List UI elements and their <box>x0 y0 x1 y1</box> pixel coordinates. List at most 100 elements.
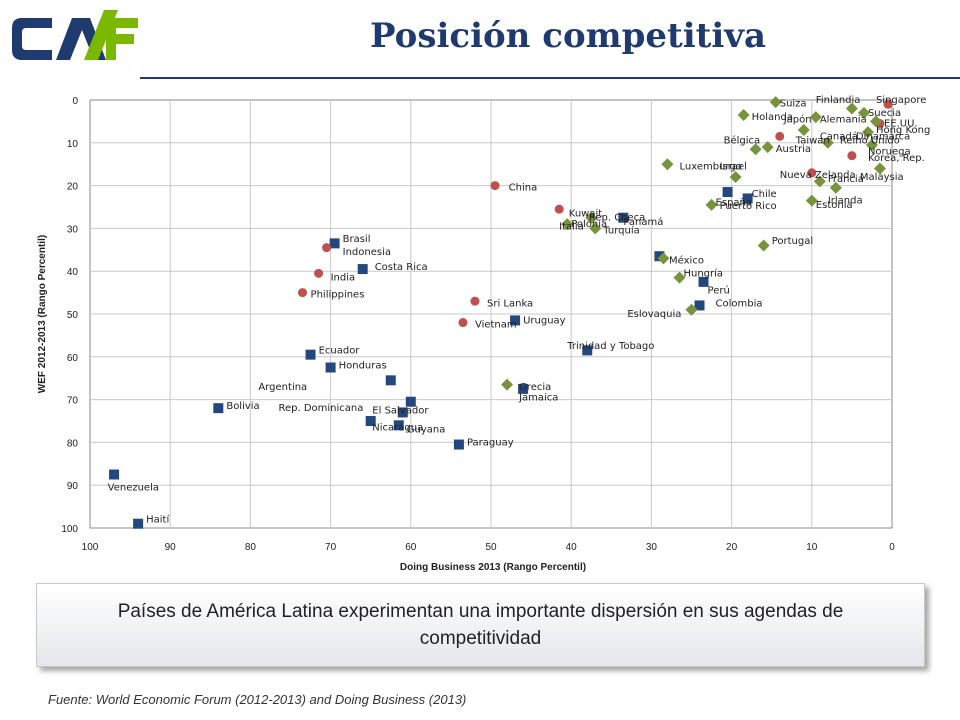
square-marker <box>405 396 416 407</box>
circle-marker <box>490 181 500 191</box>
point-label: Haití <box>146 513 170 525</box>
y-axis-title: WEF 2012-2013 (Rango Percentil) <box>37 235 48 393</box>
y-tick-label: 0 <box>72 96 78 107</box>
x-tick-label: 60 <box>405 542 417 553</box>
point-label: Hungría <box>683 267 723 279</box>
diamond-marker <box>869 115 882 128</box>
point-label: Paraguay <box>467 437 514 448</box>
circle-marker <box>554 204 564 214</box>
square-marker <box>397 407 408 418</box>
point-label: Alemania <box>820 114 867 125</box>
y-tick-label: 30 <box>67 224 79 235</box>
point-label: Colombia <box>716 298 763 309</box>
point-label: Rep. Dominicana <box>278 403 363 414</box>
square-marker <box>510 315 521 326</box>
diamond-marker <box>873 162 886 175</box>
grid-lines <box>90 100 892 528</box>
diamond-marker <box>805 194 818 207</box>
y-tick-label: 90 <box>67 481 79 492</box>
square-marker <box>694 300 705 311</box>
circle-marker <box>314 268 324 278</box>
x-tick-label: 100 <box>82 542 99 553</box>
diamond-marker <box>761 141 774 154</box>
point-label: Uruguay <box>523 315 566 326</box>
point-label: Grecia <box>519 382 551 393</box>
point-label: Guyana <box>407 425 446 436</box>
diamond-marker <box>705 198 718 211</box>
square-marker <box>133 518 144 529</box>
point-label: Estonia <box>816 200 853 211</box>
diamond-marker <box>673 271 686 284</box>
point-label: Suiza <box>780 98 807 109</box>
square-marker <box>582 345 593 356</box>
diamond-marker <box>561 218 574 231</box>
square-marker <box>365 416 376 426</box>
circle-marker <box>775 131 785 141</box>
point-label: Venezuela <box>108 482 159 493</box>
point-labels: Brasil Indonesia Costa Rica India Philippine… <box>108 95 931 525</box>
y-tick-label: 100 <box>61 524 78 535</box>
point-label: Costa Rica <box>375 262 428 273</box>
point-label: Reino Unido <box>840 136 900 147</box>
point-label: México <box>669 255 704 267</box>
point-label: Kuwait <box>569 208 602 219</box>
square-marker <box>618 212 629 223</box>
page-title: Posición competitiva <box>370 16 767 56</box>
square-marker <box>325 362 336 373</box>
point-label: Panamá <box>623 216 663 228</box>
y-tick-label: 70 <box>67 396 79 407</box>
point-label: Indonesia <box>343 247 391 258</box>
square-marker <box>393 420 404 431</box>
circle-marker <box>322 243 332 253</box>
point-label: India <box>331 273 356 284</box>
source-note: Fuente: World Economic Forum (2012-2013)… <box>48 692 467 707</box>
point-label: Perú <box>708 284 730 296</box>
x-tick-label: 40 <box>566 542 578 553</box>
point-label: Vietnam <box>475 320 517 331</box>
square-marker <box>742 193 753 204</box>
logo-f-shape <box>106 18 138 60</box>
x-tick-label: 10 <box>806 542 818 553</box>
point-label: Brasil <box>343 234 371 245</box>
point-label: Holanda <box>752 112 793 123</box>
point-label: Israel <box>720 161 747 172</box>
y-tick-label: 20 <box>67 182 79 193</box>
callout-box: Países de América Latina experimentan un… <box>36 583 925 667</box>
diamond-marker <box>749 143 762 156</box>
y-tick-label: 40 <box>67 267 79 278</box>
x-tick-label: 0 <box>889 542 895 553</box>
title-divider <box>140 77 960 79</box>
circle-marker <box>883 99 893 109</box>
point-label: Luxemburgo <box>679 161 741 172</box>
x-tick-label: 30 <box>646 542 658 553</box>
point-label: Portugal <box>772 236 813 247</box>
point-label: China <box>509 183 538 194</box>
diamond-marker <box>585 211 598 224</box>
point-label: Rep. Checa <box>589 213 645 224</box>
point-label: Bélgica <box>724 135 761 147</box>
y-tick-label: 50 <box>67 310 79 321</box>
point-label: Dinamarca <box>856 131 910 142</box>
diamond-marker <box>729 171 742 184</box>
point-label: Francia <box>828 174 864 185</box>
square-marker <box>357 264 368 275</box>
point-label: Taiwan <box>795 136 830 147</box>
square-marker <box>213 403 224 414</box>
callout-text: Países de América Latina experimentan un… <box>117 601 844 649</box>
diamond-marker <box>861 126 874 139</box>
x-tick-label: 50 <box>485 542 497 553</box>
point-label: Noruega <box>868 146 911 157</box>
caf-logo <box>12 10 138 60</box>
point-label: Honduras <box>339 360 387 371</box>
point-label: Polonia <box>571 219 607 230</box>
point-label: Malaysia <box>860 172 904 183</box>
diamond-marker <box>845 102 858 115</box>
point-label: Italia <box>559 221 584 232</box>
point-label: Philippines <box>311 290 365 301</box>
logo-c-shape <box>12 18 52 60</box>
x-tick-label: 70 <box>325 542 337 553</box>
diamond-marker <box>809 111 822 124</box>
y-tick-label: 10 <box>67 139 79 150</box>
diamond-marker <box>589 222 602 235</box>
square-marker <box>109 469 120 480</box>
